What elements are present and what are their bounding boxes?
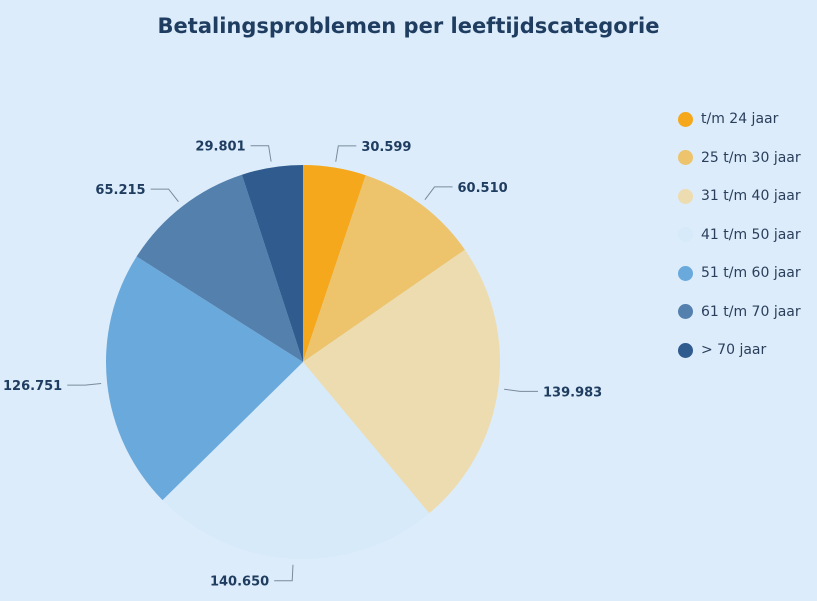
pie-slice[interactable] — [303, 249, 500, 514]
data-label: 140.650 — [210, 575, 269, 590]
legend-label: t/m 24 jaar — [701, 111, 779, 128]
pie-slice[interactable] — [136, 174, 303, 362]
data-label: 29.801 — [195, 140, 245, 155]
legend-marker — [678, 111, 693, 127]
pie-slice[interactable] — [162, 362, 430, 559]
legend-item[interactable]: > 70 jaar — [678, 331, 801, 370]
legend-item[interactable]: t/m 24 jaar — [678, 100, 801, 139]
legend-item[interactable]: 31 t/m 40 jaar — [678, 177, 801, 216]
legend-item[interactable]: 25 t/m 30 jaar — [678, 139, 801, 178]
leader-line — [504, 388, 539, 392]
leader-line — [250, 145, 272, 162]
legend-label: 41 t/m 50 jaar — [701, 226, 801, 243]
leader-line — [67, 382, 102, 386]
pie-slice[interactable] — [303, 175, 465, 362]
data-label: 60.510 — [458, 181, 508, 196]
leader-line — [335, 145, 357, 162]
legend-marker — [678, 342, 693, 358]
legend-label: 61 t/m 70 jaar — [701, 303, 801, 320]
leader-line — [274, 564, 294, 582]
legend-label: 25 t/m 30 jaar — [701, 149, 801, 166]
legend-label: 51 t/m 60 jaar — [701, 265, 801, 282]
legend-marker — [678, 265, 693, 281]
pie-slice[interactable] — [106, 256, 304, 501]
legend-item[interactable]: 41 t/m 50 jaar — [678, 216, 801, 255]
legend: t/m 24 jaar 25 t/m 30 jaar 31 t/m 40 jaar 4… — [678, 100, 801, 370]
data-label: 65.215 — [95, 183, 145, 198]
legend-marker — [678, 150, 693, 166]
legend-item[interactable]: 51 t/m 60 jaar — [678, 254, 801, 293]
data-label: 126.751 — [3, 379, 62, 394]
legend-marker — [678, 304, 693, 320]
legend-marker — [678, 188, 693, 204]
data-label: 30.599 — [361, 140, 411, 155]
pie-slice[interactable] — [241, 165, 303, 362]
leader-line — [150, 188, 179, 203]
legend-item[interactable]: 61 t/m 70 jaar — [678, 293, 801, 332]
legend-marker — [678, 227, 693, 243]
data-label: 139.983 — [543, 385, 602, 400]
pie-slice[interactable] — [303, 165, 366, 362]
legend-label: > 70 jaar — [701, 342, 767, 359]
legend-label: 31 t/m 40 jaar — [701, 188, 801, 205]
leader-line — [424, 186, 453, 200]
chart-title: Betalingsproblemen per leeftijdscategori… — [157, 14, 660, 38]
